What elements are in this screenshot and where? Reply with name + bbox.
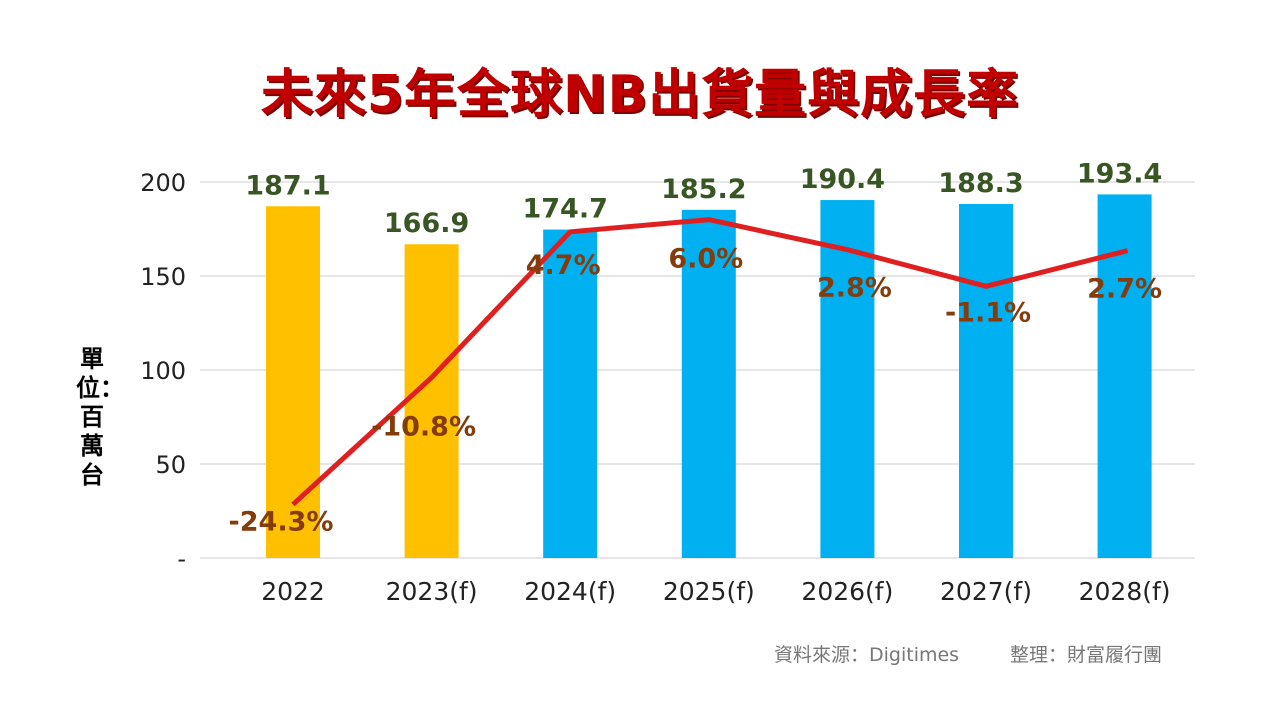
x-tick-label: 2025(f): [663, 577, 755, 606]
y-tick-label: 200: [140, 169, 186, 197]
y-tick-label: 50: [155, 451, 186, 479]
organizer-note: 整理：財富履行團: [1010, 644, 1163, 666]
x-tick-label: 2023(f): [386, 577, 478, 606]
bar-2026(f): [820, 200, 875, 558]
bar-value-label: 174.7: [522, 194, 607, 225]
bar-value-label: 185.2: [661, 174, 746, 205]
bar-2027(f): [959, 203, 1013, 558]
x-tick-label: 2022: [261, 577, 325, 606]
growth-rate-label: 2.7%: [1087, 274, 1162, 305]
x-tick-label: 2028(f): [1079, 577, 1171, 606]
bar-value-label: 193.4: [1077, 158, 1162, 189]
y-tick-label: -: [177, 545, 186, 573]
growth-rate-label: -24.3%: [229, 506, 334, 537]
x-tick-label: 2024(f): [524, 577, 616, 606]
bar-value-label: 187.1: [245, 170, 330, 201]
growth-rate-label: 4.7%: [526, 250, 601, 281]
source-note: 資料來源：Digitimes: [774, 644, 960, 666]
bar-value-label: 190.4: [800, 164, 885, 195]
y-tick-label: 150: [140, 263, 186, 291]
bar-2023(f): [404, 244, 459, 558]
x-tick-label: 2026(f): [801, 577, 893, 606]
y-tick-label: 100: [140, 357, 186, 385]
growth-rate-label: -1.1%: [945, 297, 1031, 328]
growth-rate-label: 6.0%: [668, 244, 743, 275]
bar-value-label: 166.9: [384, 208, 469, 239]
growth-rate-label: 2.8%: [817, 273, 892, 304]
bar-value-label: 188.3: [938, 168, 1023, 199]
bar-2022: [266, 206, 320, 558]
chart-title: 未來5年全球NB出貨量與成長率: [260, 65, 1020, 125]
growth-rate-label: -10.8%: [371, 412, 476, 443]
bar-2024(f): [543, 229, 598, 558]
bar-2025(f): [681, 209, 736, 558]
y-axis-label: 單位：百萬台: [76, 345, 124, 489]
x-tick-label: 2027(f): [940, 577, 1032, 606]
